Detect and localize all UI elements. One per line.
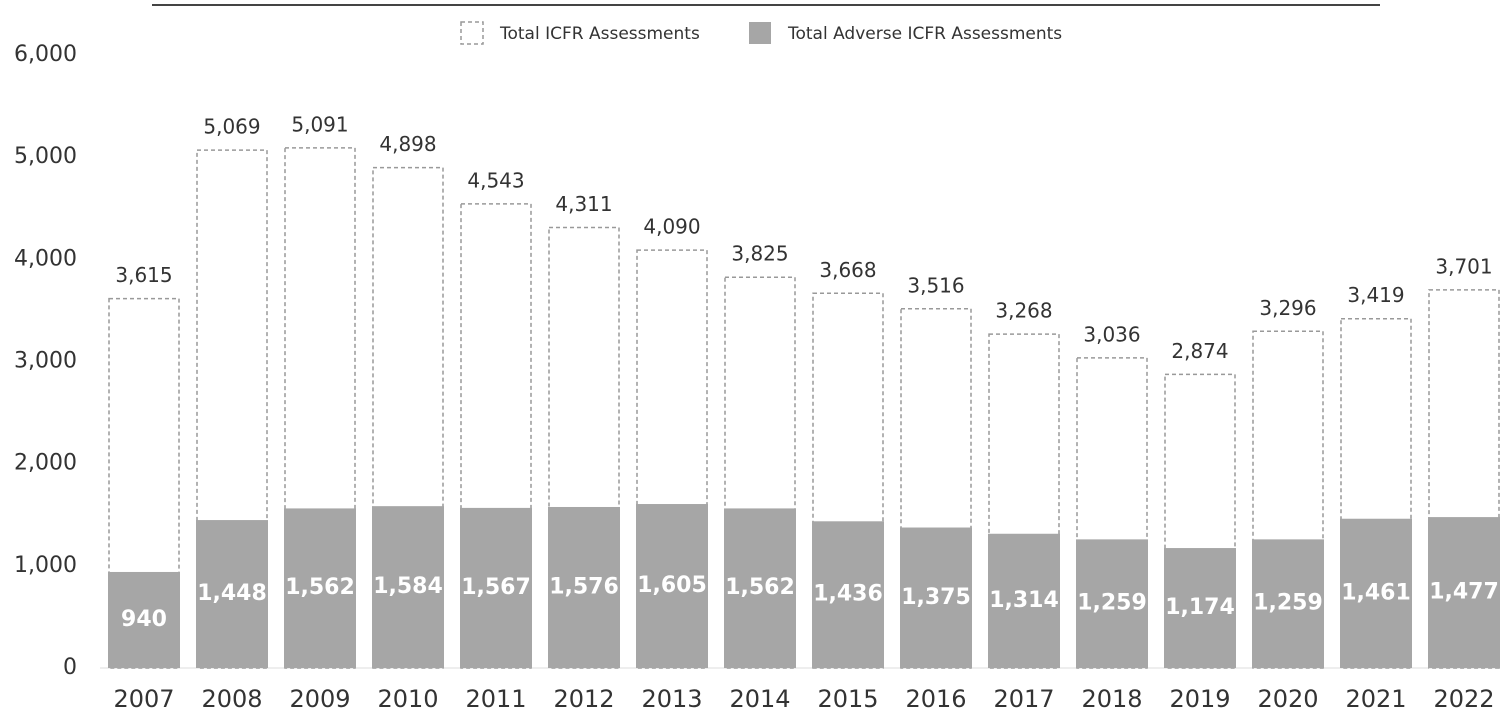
y-tick-label: 4,000 — [14, 246, 77, 271]
legend-swatch — [749, 22, 771, 44]
total-label: 4,311 — [555, 192, 612, 216]
total-label: 5,069 — [203, 115, 260, 139]
legend-swatch — [460, 21, 484, 45]
adverse-bar — [196, 520, 268, 668]
x-tick-label: 2007 — [113, 685, 174, 713]
adverse-label: 1,562 — [725, 575, 795, 600]
x-tick-label: 2016 — [905, 685, 966, 713]
y-tick-label: 3,000 — [14, 349, 77, 374]
adverse-bar — [1340, 518, 1412, 668]
adverse-bar — [1252, 539, 1324, 668]
total-label: 3,825 — [731, 242, 788, 266]
adverse-label: 1,477 — [1429, 580, 1499, 605]
total-label: 4,898 — [379, 132, 436, 156]
adverse-bar — [1164, 548, 1236, 668]
x-tick-label: 2018 — [1081, 685, 1142, 713]
y-tick-label: 6,000 — [14, 42, 77, 67]
x-tick-label: 2013 — [641, 685, 702, 713]
x-tick-label: 2012 — [553, 685, 614, 713]
adverse-bar — [1428, 517, 1500, 668]
adverse-bar — [812, 521, 884, 668]
adverse-label: 1,314 — [989, 588, 1059, 613]
adverse-label: 1,375 — [901, 585, 971, 610]
adverse-bar — [988, 533, 1060, 668]
adverse-bar — [724, 508, 796, 668]
y-tick-label: 5,000 — [14, 144, 77, 169]
total-bar — [196, 149, 268, 669]
total-label: 4,090 — [643, 215, 700, 239]
adverse-bar — [372, 506, 444, 668]
legend-label: Total Adverse ICFR Assessments — [787, 24, 1062, 44]
total-bar — [988, 333, 1060, 669]
adverse-bar — [636, 504, 708, 668]
total-bar — [1164, 373, 1236, 669]
total-label: 5,091 — [291, 112, 348, 136]
adverse-label: 1,174 — [1165, 595, 1235, 620]
y-tick-label: 2,000 — [14, 451, 77, 476]
total-bar — [636, 249, 708, 669]
adverse-bar — [284, 508, 356, 668]
adverse-label: 1,584 — [373, 574, 443, 599]
total-bar — [1340, 317, 1412, 669]
x-tick-label: 2008 — [201, 685, 262, 713]
adverse-label: 1,605 — [637, 573, 707, 598]
total-label: 4,543 — [467, 168, 524, 192]
adverse-label: 1,436 — [813, 582, 883, 607]
adverse-label: 940 — [121, 607, 167, 632]
total-label: 3,668 — [819, 258, 876, 282]
adverse-bar — [108, 571, 180, 668]
total-bar — [548, 226, 620, 669]
adverse-label: 1,259 — [1077, 591, 1147, 616]
total-label: 3,036 — [1083, 322, 1140, 346]
adverse-bar — [1076, 539, 1148, 668]
x-tick-label: 2015 — [817, 685, 878, 713]
total-bar — [108, 297, 180, 669]
total-label: 3,516 — [907, 273, 964, 297]
total-label: 3,701 — [1435, 254, 1492, 278]
adverse-bar — [900, 527, 972, 668]
x-tick-label: 2021 — [1345, 685, 1406, 713]
total-label: 3,296 — [1259, 296, 1316, 320]
x-tick-label: 2011 — [465, 685, 526, 713]
legend-label: Total ICFR Assessments — [499, 24, 700, 44]
y-tick-label: 0 — [63, 655, 77, 680]
adverse-label: 1,461 — [1341, 580, 1411, 605]
total-label: 3,615 — [115, 263, 172, 287]
adverse-label: 1,567 — [461, 575, 531, 600]
x-tick-label: 2009 — [289, 685, 350, 713]
total-label: 3,268 — [995, 299, 1052, 323]
total-label: 2,874 — [1171, 339, 1228, 363]
adverse-label: 1,562 — [285, 575, 355, 600]
x-tick-label: 2014 — [729, 685, 790, 713]
x-tick-label: 2022 — [1433, 685, 1494, 713]
y-tick-label: 1,000 — [14, 553, 77, 578]
adverse-label: 1,259 — [1253, 591, 1323, 616]
adverse-label: 1,576 — [549, 574, 619, 599]
adverse-bar — [460, 507, 532, 668]
total-label: 3,419 — [1347, 283, 1404, 307]
x-tick-label: 2010 — [377, 685, 438, 713]
x-tick-label: 2020 — [1257, 685, 1318, 713]
x-tick-label: 2017 — [993, 685, 1054, 713]
adverse-label: 1,448 — [197, 581, 267, 606]
adverse-bar — [548, 506, 620, 668]
x-tick-label: 2019 — [1169, 685, 1230, 713]
total-bar — [724, 276, 796, 669]
